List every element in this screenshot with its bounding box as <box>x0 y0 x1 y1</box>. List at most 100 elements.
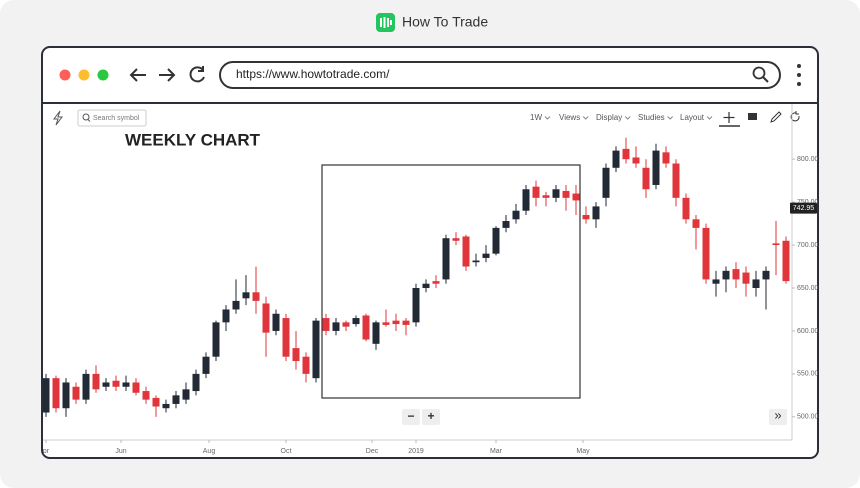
x-tick-label: Jun <box>115 448 126 455</box>
candle-body <box>262 303 270 333</box>
candle-body <box>462 236 470 267</box>
candle-body <box>642 167 650 190</box>
candle-body <box>612 150 620 168</box>
candle-body <box>432 281 440 284</box>
candle-body <box>602 167 610 198</box>
zoom-in-button[interactable] <box>422 409 440 425</box>
back-button[interactable] <box>129 68 146 82</box>
candle-body <box>702 227 710 280</box>
comment-tool[interactable] <box>748 113 757 120</box>
scroll-label: » <box>774 407 781 422</box>
search-box-icon <box>82 113 90 121</box>
menu-button[interactable] <box>797 64 801 86</box>
x-tick-label: Dec <box>366 448 379 455</box>
candle-body <box>132 382 140 393</box>
x-tick-label: pr <box>43 448 50 455</box>
search-box-icon-handle <box>87 119 91 122</box>
candle-body <box>512 210 520 220</box>
x-tick-label: 2019 <box>408 448 424 455</box>
candle-body <box>442 238 450 280</box>
candle-body <box>762 270 770 280</box>
toolbar-item[interactable]: Display <box>596 113 622 122</box>
maximize-dot[interactable] <box>97 69 109 81</box>
candle-body <box>112 380 120 387</box>
candle-body <box>622 148 630 160</box>
crosshair-tool[interactable] <box>723 112 735 123</box>
search-icon[interactable] <box>752 66 766 80</box>
candle-body <box>572 193 580 201</box>
highlight-box <box>321 164 581 399</box>
candle-body <box>222 309 230 323</box>
search-placeholder: Search symbol <box>93 115 140 122</box>
logo-bars <box>380 17 392 28</box>
search-box[interactable] <box>77 109 147 127</box>
candle-body <box>772 243 780 246</box>
browser-window <box>41 46 819 459</box>
x-tick-label: Mar <box>490 448 503 455</box>
forward-button[interactable] <box>159 68 176 82</box>
search-icon-handle <box>762 76 769 83</box>
y-tick-label: 800.00 <box>797 156 819 163</box>
candle-body <box>242 292 250 299</box>
candle-body <box>192 373 200 392</box>
y-tick-label: 600.00 <box>797 328 819 335</box>
candle-body <box>402 320 410 325</box>
quick-icon[interactable] <box>53 110 63 126</box>
zoom-out-button[interactable] <box>402 409 420 425</box>
candle-body <box>412 288 420 323</box>
toolbar-item[interactable]: 1W <box>530 113 542 122</box>
candle-body <box>292 348 300 361</box>
candle-body <box>322 318 330 331</box>
candle-body <box>252 292 260 301</box>
candle-body <box>662 152 670 164</box>
candle-body <box>722 270 730 280</box>
candle-body <box>632 157 640 164</box>
candle-body <box>152 397 160 407</box>
candle-body <box>422 283 430 289</box>
candle-body <box>312 320 320 379</box>
candle-body <box>682 197 690 220</box>
candle-body <box>782 240 790 282</box>
candle-body <box>272 313 280 331</box>
candle-body <box>382 322 390 325</box>
candle-body <box>182 389 190 400</box>
candle-body <box>302 356 310 374</box>
candle-body <box>712 279 720 284</box>
candle-body <box>752 279 760 289</box>
dropdown-caret <box>544 116 551 120</box>
last-price-label: 742.95 <box>793 205 815 212</box>
candle-body <box>212 322 220 357</box>
candle-body <box>282 318 290 357</box>
plot: 500.00 550.00 600.00 650.00 700.00 750.00 800.… <box>42 137 819 455</box>
candle-body <box>122 382 130 387</box>
scroll-button[interactable] <box>769 409 787 425</box>
candle-body <box>362 315 370 340</box>
candle-body <box>672 163 680 198</box>
toolbar-item[interactable]: Studies <box>638 113 665 122</box>
toolbar-items: 1W Views Display Studies Layout <box>530 113 713 122</box>
brand: How To Trade <box>402 14 488 30</box>
toolbar-item[interactable]: Views <box>559 113 580 122</box>
dropdown-caret <box>624 116 631 120</box>
y-tick-label: 550.00 <box>797 371 819 378</box>
reload-button[interactable] <box>189 66 205 83</box>
minimize-dot[interactable] <box>78 69 90 81</box>
candle-body <box>472 260 480 263</box>
toolbar-item[interactable]: Layout <box>680 113 705 122</box>
candle-body <box>62 382 70 409</box>
candle-body <box>742 272 750 284</box>
candle-body <box>342 322 350 327</box>
y-tick-label: 500.00 <box>797 414 819 421</box>
candle-body <box>102 382 110 387</box>
y-tick-label: 700.00 <box>797 242 819 249</box>
candle-body <box>82 373 90 400</box>
draw-tool[interactable] <box>770 111 782 123</box>
url-bar[interactable] <box>219 61 781 89</box>
url: https://www.howtotrade.com/ <box>236 67 390 81</box>
x-tick-label: Oct <box>281 448 292 455</box>
dropdown-caret <box>582 116 589 120</box>
candle-body <box>352 318 360 325</box>
close-dot[interactable] <box>59 69 71 81</box>
candle-body <box>72 386 80 400</box>
